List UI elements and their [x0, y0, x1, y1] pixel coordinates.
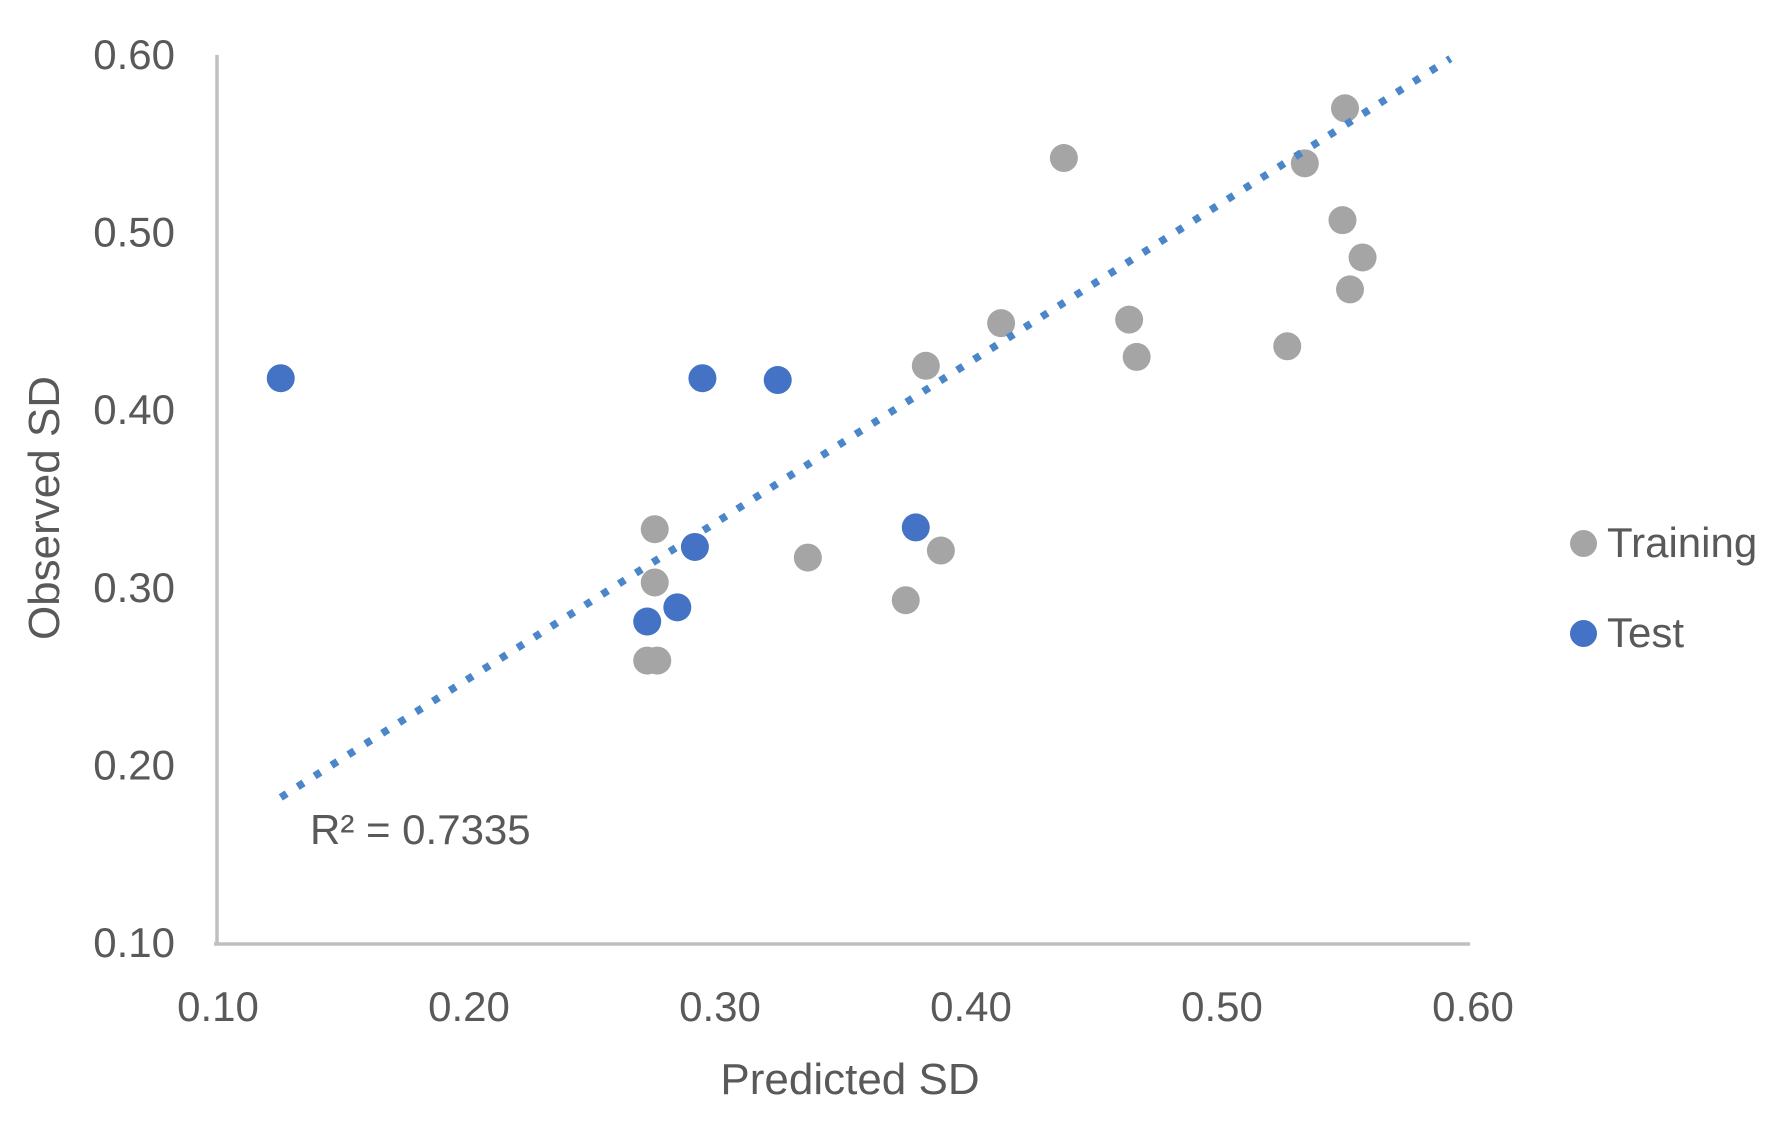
training-point — [1049, 144, 1078, 173]
x-tick-label: 0.30 — [679, 983, 761, 1030]
test-point — [633, 607, 662, 636]
legend-label-training: Training — [1607, 519, 1758, 566]
test-point — [680, 532, 709, 561]
test-point — [763, 366, 792, 395]
trendline — [278, 55, 1453, 801]
x-tick-label: 0.60 — [1432, 983, 1514, 1030]
x-tick-label: 0.20 — [428, 983, 510, 1030]
y-axis-title: Observed SD — [20, 375, 69, 641]
y-tick-label: 0.40 — [93, 386, 175, 433]
training-point — [926, 536, 955, 565]
legend-marker-training-icon — [1570, 529, 1597, 557]
x-axis-title: Predicted SD — [720, 1055, 980, 1104]
training-point — [1115, 305, 1144, 334]
y-tick-label: 0.20 — [93, 741, 175, 788]
training-point — [643, 646, 672, 675]
training-point — [640, 568, 669, 597]
training-point — [640, 515, 669, 544]
legend-item-training: Training — [1570, 519, 1757, 567]
training-point — [1348, 243, 1377, 272]
y-tick-label: 0.30 — [93, 564, 175, 611]
x-tick-label: 0.10 — [177, 983, 259, 1030]
training-point — [987, 309, 1016, 338]
test-point — [663, 593, 692, 622]
training-point — [1273, 332, 1302, 361]
training-point — [1122, 342, 1151, 371]
training-point — [891, 586, 920, 615]
training-point — [1328, 206, 1357, 235]
y-tick-label: 0.10 — [93, 919, 175, 966]
training-point — [793, 543, 822, 572]
x-tick-label: 0.40 — [930, 983, 1012, 1030]
training-point — [911, 351, 940, 380]
r-squared-annotation: R² = 0.7335 — [310, 806, 531, 853]
y-tick-label: 0.50 — [93, 209, 175, 256]
y-tick-label: 0.60 — [93, 31, 175, 78]
training-point — [1336, 275, 1365, 304]
test-point — [266, 364, 295, 393]
legend-label-test: Test — [1607, 609, 1685, 656]
legend-item-test: Test — [1570, 609, 1684, 657]
legend-marker-test-icon — [1570, 619, 1597, 647]
test-point — [901, 513, 930, 542]
x-tick-label: 0.50 — [1181, 983, 1263, 1030]
training-point — [1330, 94, 1359, 123]
test-point — [688, 364, 717, 393]
